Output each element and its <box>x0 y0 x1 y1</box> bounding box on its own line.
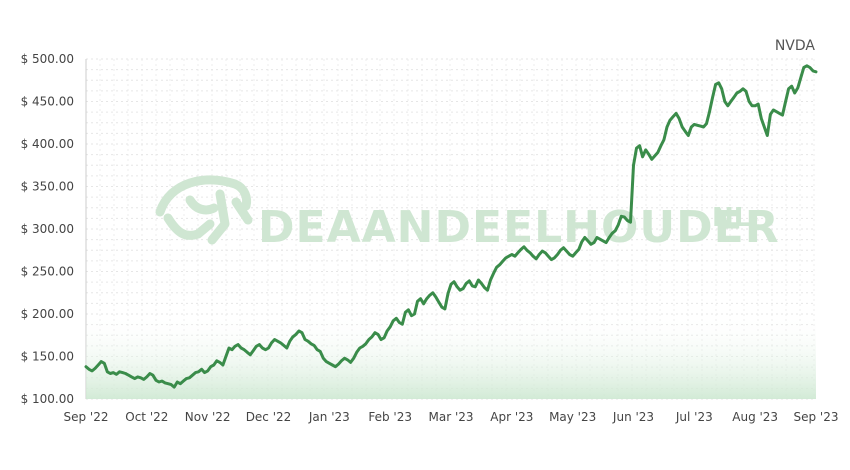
y-tick-label: $ 100.00 <box>21 392 74 406</box>
y-tick-label: $ 500.00 <box>21 52 74 66</box>
x-tick-label: Oct '22 <box>125 410 168 424</box>
watermark-suffix: NL <box>712 203 750 233</box>
x-tick-label: Apr '23 <box>490 410 533 424</box>
y-tick-label: $ 300.00 <box>21 222 74 236</box>
watermark: DEAANDEELHOUDER NL <box>155 175 780 253</box>
y-tick-label: $ 350.00 <box>21 180 74 194</box>
x-axis-labels: Sep '22 Oct '22 Nov '22 Dec '22 Jan '23 Feb '… <box>64 410 839 424</box>
watermark-text: DEAANDEELHOUDER <box>258 202 780 253</box>
x-tick-label: Sep '23 <box>794 410 839 424</box>
x-tick-label: Sep '22 <box>64 410 109 424</box>
x-tick-label: Jul '23 <box>675 410 713 424</box>
y-tick-label: $ 250.00 <box>21 265 74 279</box>
x-tick-label: Nov '22 <box>185 410 231 424</box>
y-tick-label: $ 150.00 <box>21 350 74 364</box>
ticker-label: NVDA <box>775 38 816 54</box>
x-tick-label: May '23 <box>549 410 596 424</box>
bull-icon <box>155 175 253 245</box>
x-tick-label: Dec '22 <box>246 410 292 424</box>
y-tick-label: $ 450.00 <box>21 95 74 109</box>
price-line <box>84 64 818 389</box>
y-tick-label: $ 400.00 <box>21 137 74 151</box>
y-tick-label: $ 200.00 <box>21 307 74 321</box>
x-tick-label: Jun '23 <box>612 410 654 424</box>
x-tick-label: Feb '23 <box>368 410 412 424</box>
y-axis-labels: $ 500.00 $ 450.00 $ 400.00 $ 350.00 $ 300.00… <box>21 52 74 406</box>
x-tick-label: Aug '23 <box>732 410 778 424</box>
x-tick-label: Mar '23 <box>428 410 473 424</box>
x-tick-label: Jan '23 <box>308 410 350 424</box>
